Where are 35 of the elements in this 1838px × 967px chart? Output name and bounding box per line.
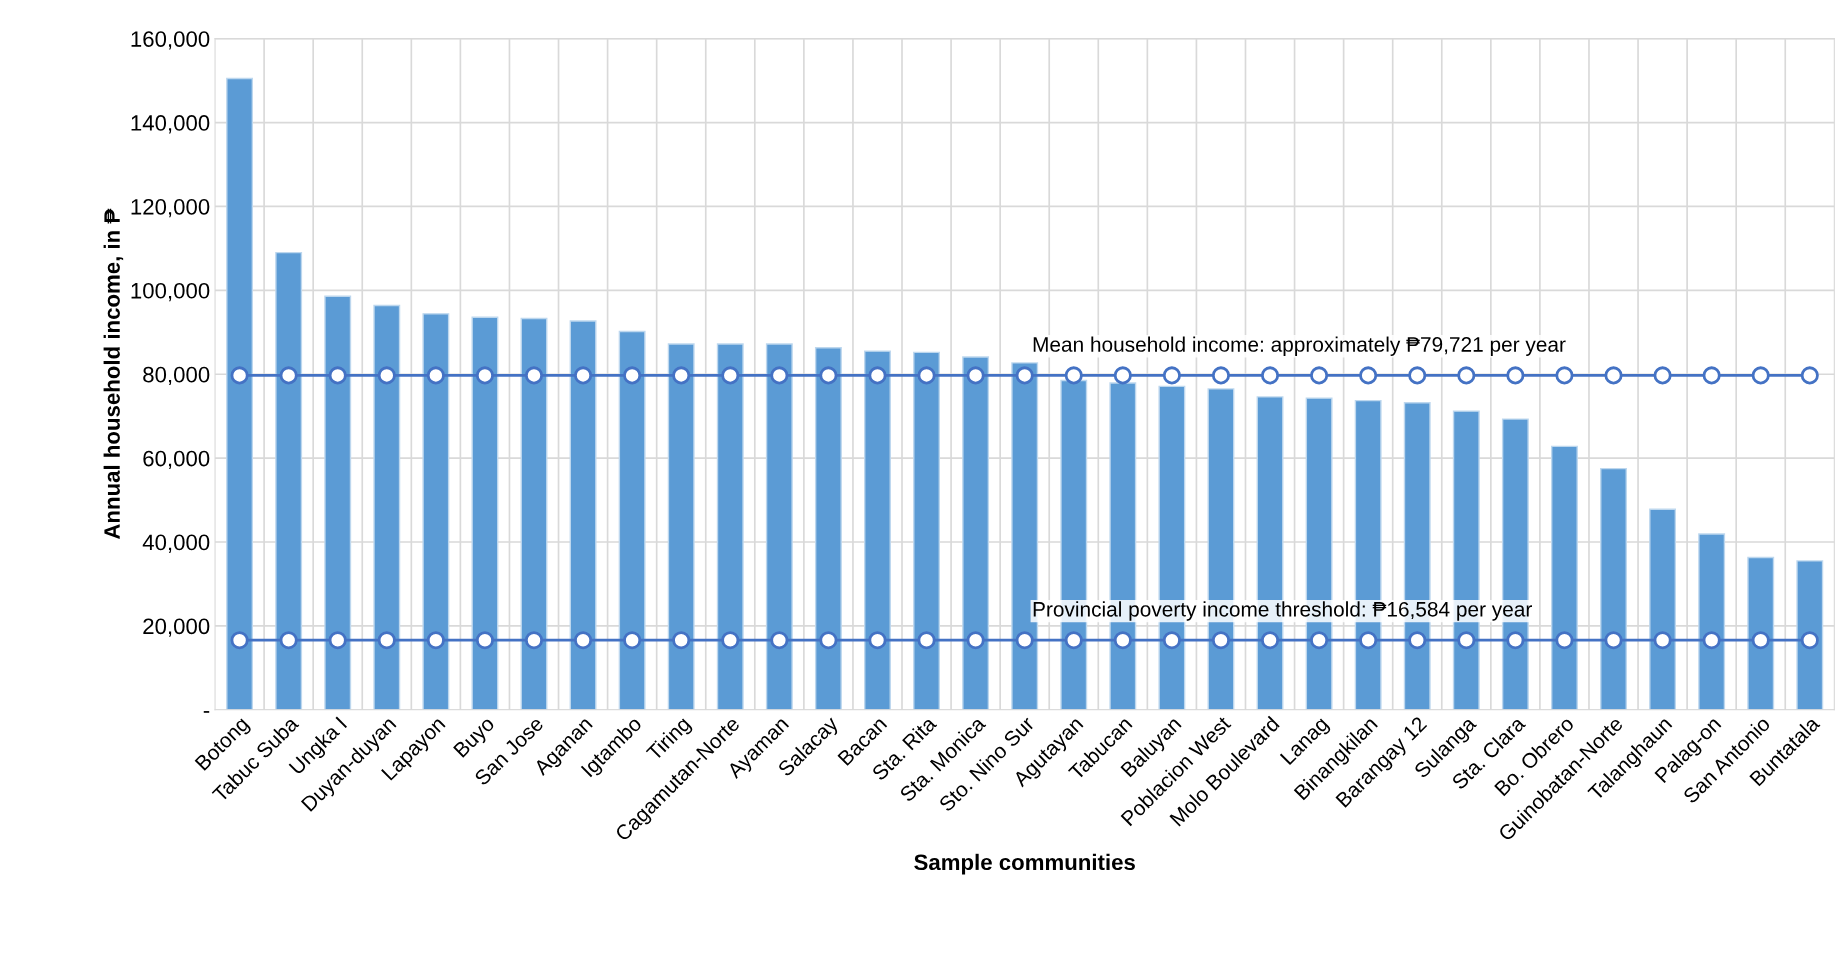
bar: [1550, 445, 1578, 710]
bar: [275, 251, 303, 710]
bar: [962, 356, 990, 710]
annotation: Provincial poverty income threshold: ₱16,584 per year: [1033, 601, 1532, 621]
y-tick-label: 100,000: [131, 282, 210, 302]
bar: [716, 343, 744, 710]
bar: [765, 343, 793, 710]
bar: [814, 347, 842, 710]
y-tick-label: 160,000: [131, 31, 210, 50]
y-tick-label: 60,000: [143, 450, 210, 470]
bar: [373, 304, 401, 710]
bar: [1649, 508, 1677, 710]
annotation: Mean household income: approximately ₱79,721 per year: [1033, 336, 1566, 356]
x-axis-title: Sample communities: [914, 853, 1135, 875]
bar: [422, 313, 450, 710]
bar: [520, 317, 548, 710]
bar: [864, 350, 891, 710]
bar: [226, 77, 254, 710]
y-tick-label: 80,000: [143, 366, 210, 386]
bar: [471, 316, 499, 710]
y-tick-label: 40,000: [142, 534, 210, 553]
bar: [667, 343, 695, 710]
y-tick-label: 20,000: [143, 618, 210, 637]
bar: [1796, 560, 1824, 710]
bar: [913, 351, 940, 710]
bar: [1600, 467, 1627, 710]
bar: [1747, 556, 1775, 710]
y-axis-title: Annual household income, in ₱: [103, 208, 124, 540]
y-tick-label: -: [203, 711, 210, 713]
bar: [569, 320, 597, 710]
y-tick-label: 140,000: [131, 115, 210, 134]
bar: [618, 330, 646, 710]
bar: [1698, 533, 1726, 710]
bar: [324, 295, 352, 710]
y-tick-label: 120,000: [131, 198, 210, 218]
